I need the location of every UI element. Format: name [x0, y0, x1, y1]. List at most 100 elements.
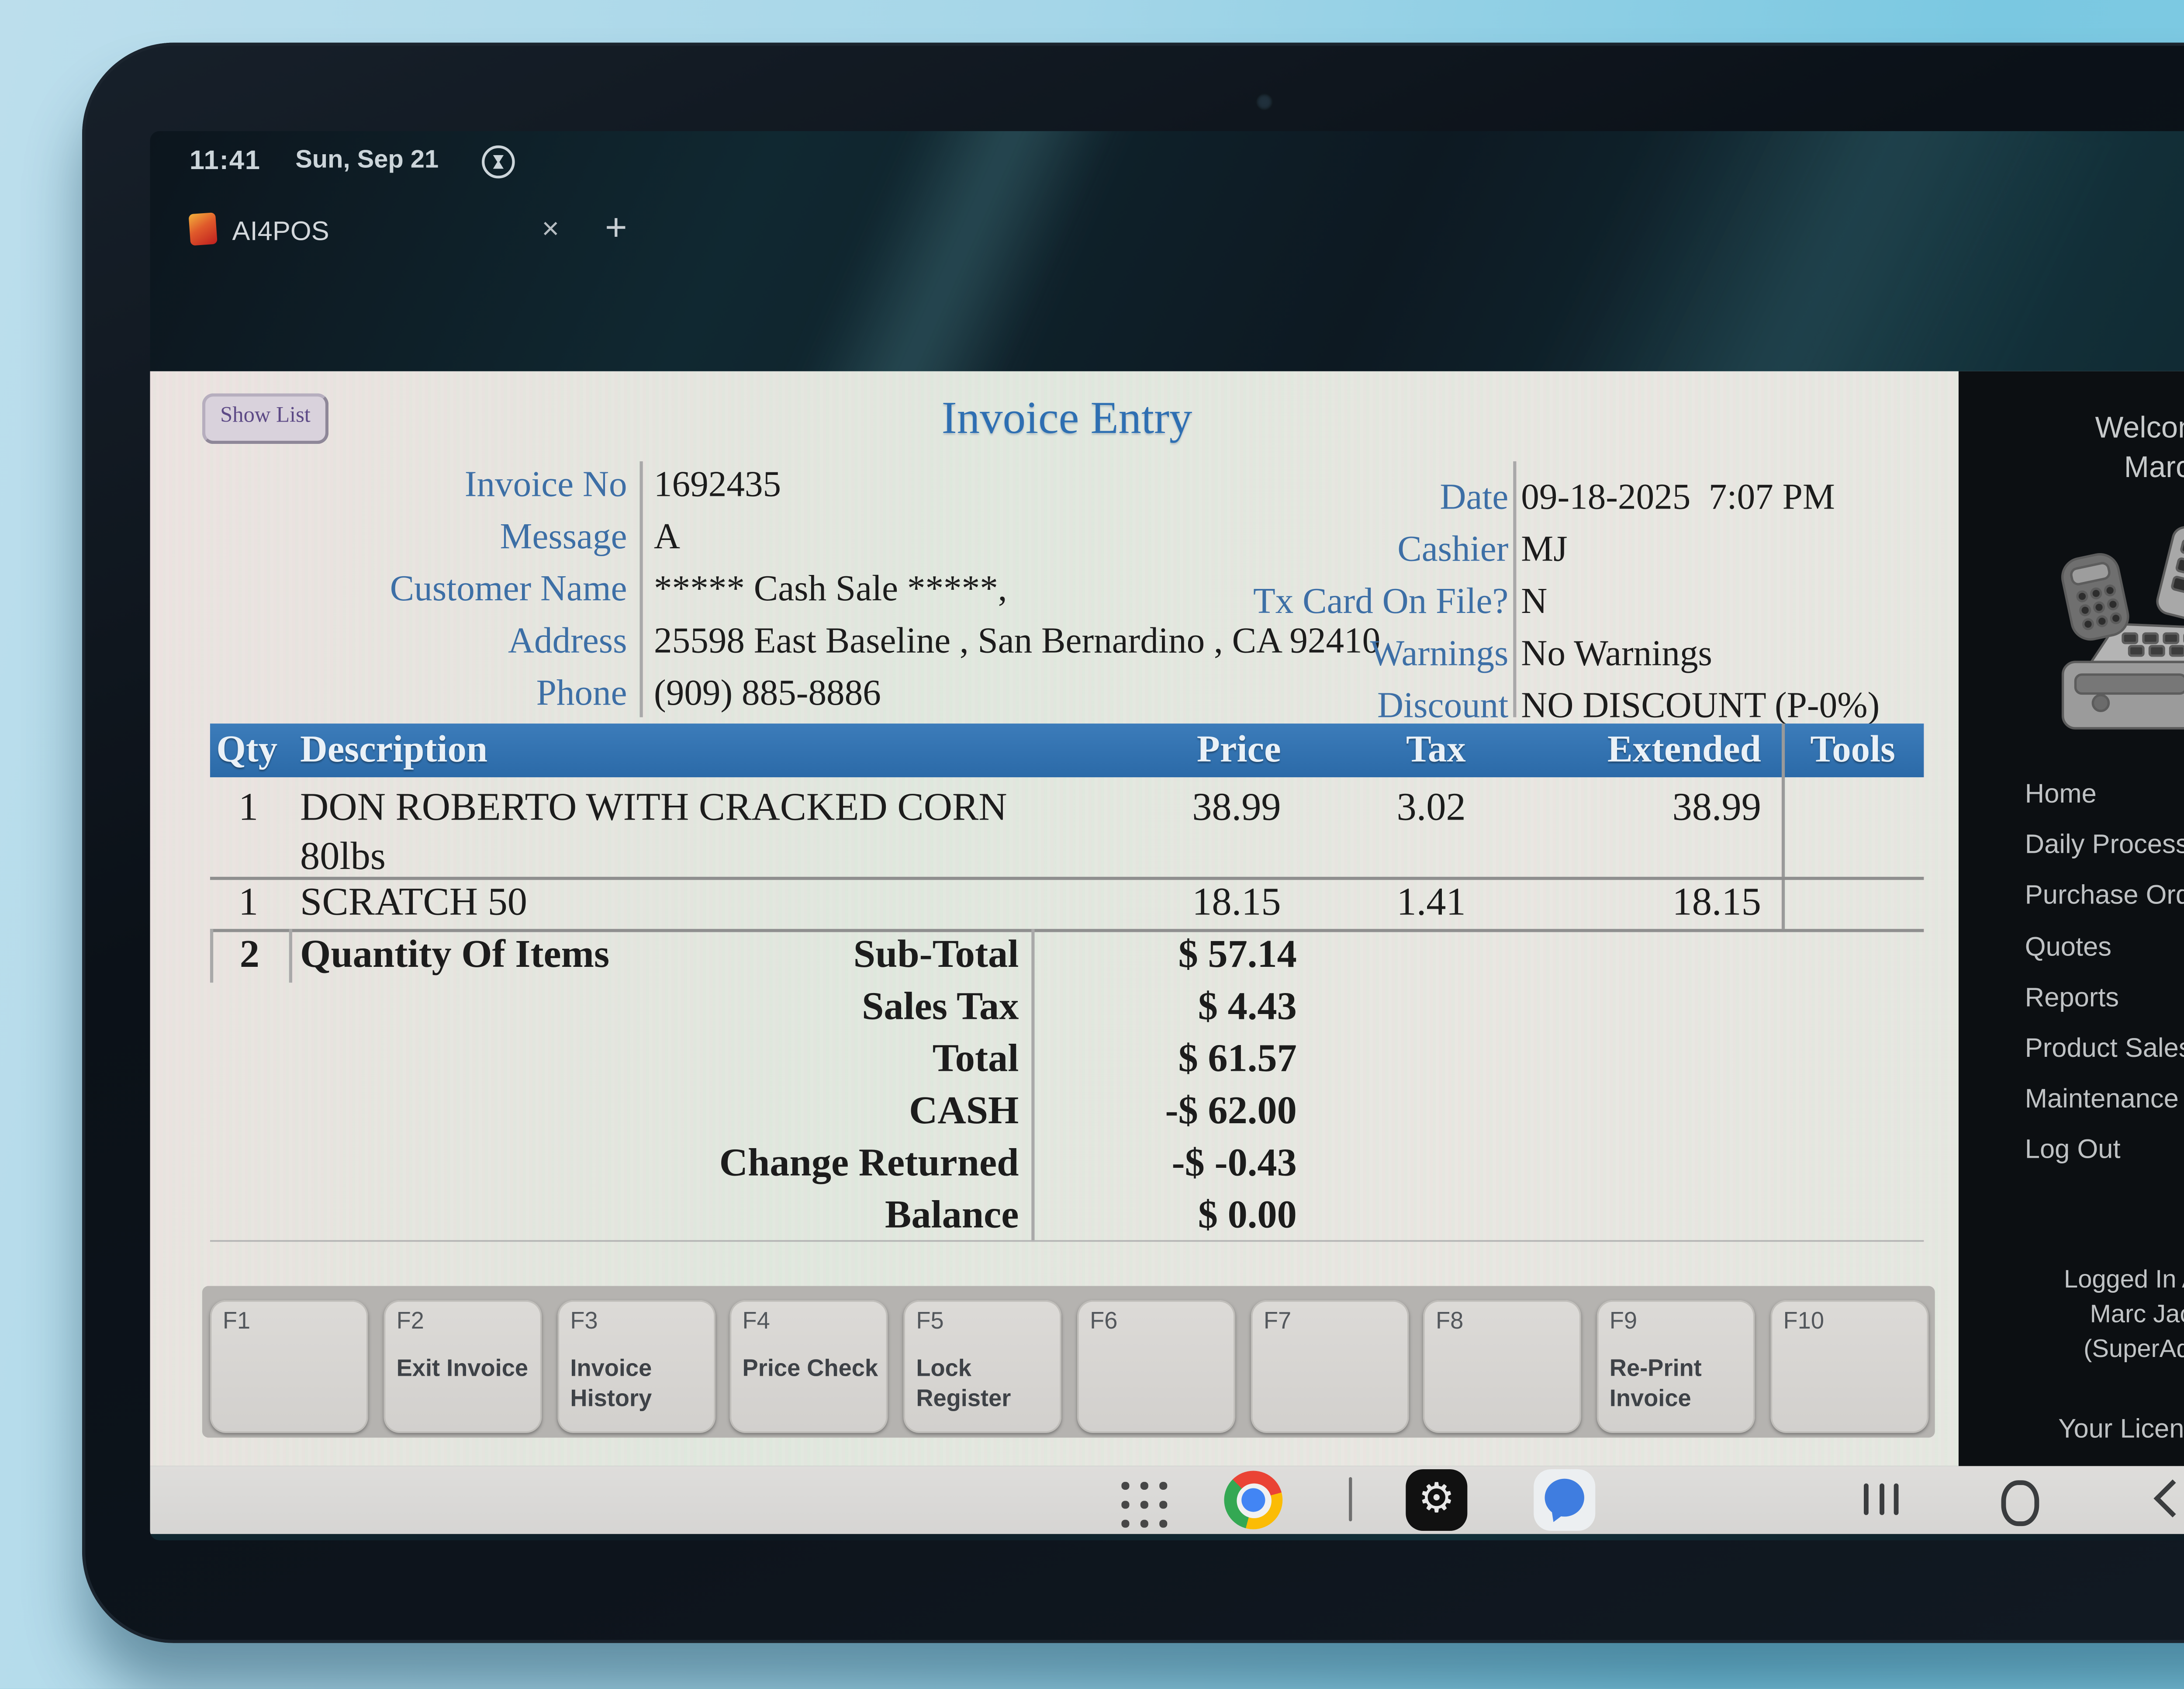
col-header-extended: Extended [1607, 730, 1761, 771]
item-description: DON ROBERTO WITH CRACKED CORN 80lbs [300, 786, 1007, 879]
col-header-price: Price [1196, 730, 1281, 771]
total-label: Sales Tax [862, 986, 1019, 1029]
total-value: $ 57.14 [1178, 934, 1297, 976]
front-camera [1255, 93, 1273, 111]
totals-section: 2 Quantity Of Items Sub-Total $ 57.14 Sa… [210, 929, 1924, 1242]
item-extended: 38.99 [1672, 786, 1761, 830]
messages-app-icon[interactable] [1534, 1469, 1596, 1531]
total-label: Change Returned [719, 1142, 1019, 1185]
logged-in-info: Logged In As: MJ Marc Jacobs (SuperAdmin… [2064, 1267, 2184, 1364]
field-label: Phone [536, 673, 627, 713]
item-qty: 1 [238, 786, 259, 830]
home-nav-button[interactable] [2001, 1480, 2039, 1526]
sidebar-item-log-out[interactable]: Log Out [2025, 1135, 2121, 1165]
table-row: 1 SCRATCH 50 18.15 1.41 18.15 [210, 879, 1924, 929]
app-sidebar: Welcome, Marc! [1958, 371, 2184, 1466]
total-value: -$ -0.43 [1171, 1142, 1297, 1185]
field-value: ***** Cash Sale *****, [654, 568, 1007, 609]
total-label: Total [932, 1038, 1019, 1081]
item-extended: 18.15 [1672, 881, 1761, 924]
item-tax: 3.02 [1396, 786, 1466, 830]
fkey-f5[interactable]: F5 Lock Register [903, 1300, 1061, 1433]
chrome-app-icon[interactable] [1224, 1471, 1283, 1530]
total-label: Balance [885, 1194, 1019, 1237]
tab-close-icon[interactable]: × [542, 213, 560, 247]
sidebar-menu: Home Daily Processing Purchase Orders Qu… [2025, 769, 2184, 1177]
settings-app-icon[interactable]: ⚙ [1406, 1469, 1468, 1531]
android-taskbar: ⚙ [150, 1466, 2184, 1534]
fkey-f10[interactable]: F10 [1770, 1300, 1929, 1433]
fkey-f3[interactable]: F3 Invoice History [557, 1300, 716, 1433]
back-nav-button[interactable] [2153, 1479, 2184, 1518]
license-info-link[interactable]: Your License Info [2058, 1414, 2184, 1444]
field-label: Customer Name [390, 568, 627, 609]
app-drawer-icon[interactable] [1118, 1479, 1172, 1533]
sidebar-item-reports[interactable]: Reports [2025, 982, 2119, 1013]
total-label: Sub-Total [853, 934, 1019, 976]
field-label: Date [1440, 477, 1509, 517]
item-description: SCRATCH 50 [300, 881, 528, 924]
item-count: 2 [239, 934, 259, 976]
dock-divider [1349, 1477, 1352, 1522]
screen-time-hourglass-icon [480, 144, 516, 180]
sidebar-item-maintenance[interactable]: Maintenance [2025, 1084, 2179, 1114]
fkey-f7[interactable]: F7 [1251, 1300, 1409, 1433]
total-value: $ 0.00 [1198, 1194, 1297, 1237]
sidebar-item-product-sales[interactable]: Product Sales [2025, 1033, 2184, 1063]
tab-title[interactable]: AI4POS [232, 216, 329, 247]
ai4pos-favicon-icon [188, 212, 218, 246]
welcome-message: Welcome, Marc! [2095, 412, 2184, 485]
field-value: A [654, 516, 681, 556]
field-value: No Warnings [1521, 633, 1712, 673]
sidebar-item-home[interactable]: Home [2025, 779, 2097, 809]
field-value: NO DISCOUNT (P-0%) [1521, 685, 1880, 725]
clock: 11:41 [189, 145, 261, 176]
table-row: 1 DON ROBERTO WITH CRACKED CORN 80lbs 38… [210, 777, 1924, 879]
invoice-page: Show List Invoice Entry Invoice No 16924… [150, 371, 2184, 1466]
field-value: 09-18-2025 7:07 PM [1521, 477, 1835, 517]
invoice-header-fields: Invoice No 1692435 Message A Customer Na… [210, 458, 1924, 725]
tab-strip: AI4POS × + [150, 201, 2184, 273]
fkey-f1[interactable]: F1 [210, 1300, 368, 1433]
col-header-description: Description [300, 730, 488, 771]
field-value: N [1521, 581, 1548, 621]
recent-apps-button[interactable] [1863, 1483, 1899, 1515]
show-list-button[interactable]: Show List [202, 393, 329, 444]
sidebar-item-daily-processing[interactable]: Daily Processing [2025, 830, 2184, 860]
status-bar: 11:41 Sun, Sep 21 5 100 [150, 131, 2184, 197]
tablet-screen: 11:41 Sun, Sep 21 5 100 AI4POS × + [150, 131, 2184, 1540]
browser-toolbar: qa.ai4pos.com/invoice/invoice.cfm?key=16… [150, 277, 2184, 504]
field-value: 1692435 [654, 464, 781, 504]
fkey-f8[interactable]: F8 [1423, 1300, 1581, 1433]
sidebar-item-quotes[interactable]: Quotes [2025, 931, 2112, 962]
col-header-tools: Tools [1810, 730, 1895, 771]
field-label: Warnings [1370, 633, 1509, 673]
item-qty: 1 [238, 881, 259, 924]
fkey-f9[interactable]: F9 Re-Print Invoice [1597, 1300, 1755, 1433]
fkey-f6[interactable]: F6 [1077, 1300, 1235, 1433]
fkey-f2[interactable]: F2 Exit Invoice [384, 1300, 542, 1433]
date: Sun, Sep 21 [295, 147, 439, 174]
item-price: 38.99 [1192, 786, 1281, 830]
fkey-f4[interactable]: F4 Price Check [729, 1300, 888, 1433]
field-label: Address [508, 621, 627, 661]
field-value: (909) 885-8886 [654, 673, 881, 713]
total-label: CASH [909, 1090, 1019, 1133]
item-price: 18.15 [1192, 881, 1281, 924]
field-label: Tx Card On File? [1253, 581, 1509, 621]
item-count-label: Quantity Of Items [300, 934, 610, 976]
field-label: Invoice No [464, 464, 627, 504]
field-label: Discount [1377, 685, 1509, 725]
total-value: $ 61.57 [1178, 1038, 1297, 1081]
function-key-bar: F1 F2 Exit Invoice F3 Invoice History F4 Pr… [202, 1286, 1935, 1438]
new-tab-button[interactable]: + [605, 207, 627, 250]
field-value: 25598 East Baseline , San Bernardino , C… [654, 621, 1381, 661]
col-header-qty: Qty [216, 730, 278, 771]
field-label: Cashier [1397, 529, 1509, 569]
page-title: Invoice Entry [941, 393, 1192, 444]
total-value: $ 4.43 [1198, 986, 1297, 1029]
field-label: Message [500, 516, 627, 556]
sidebar-item-purchase-orders[interactable]: Purchase Orders [2025, 880, 2184, 911]
table-header-row: Qty Description Price Tax Extended Tools [210, 723, 1924, 778]
